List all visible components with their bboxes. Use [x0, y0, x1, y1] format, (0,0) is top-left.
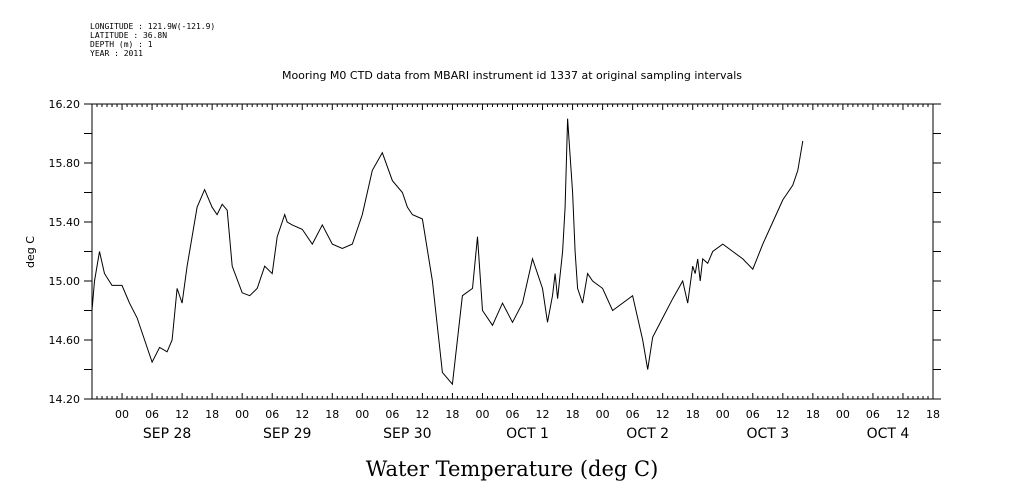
x-hour-label: 00 [235, 408, 249, 421]
x-day-label: SEP 28 [143, 426, 191, 442]
x-hour-label: 12 [175, 408, 189, 421]
x-day-label: SEP 30 [383, 426, 431, 442]
x-hour-label: 12 [896, 408, 910, 421]
y-tick-label: 14.20 [49, 393, 81, 406]
x-hour-label: 00 [475, 408, 489, 421]
x-day-label: SEP 29 [263, 426, 311, 442]
x-hour-label: 00 [716, 408, 730, 421]
chart-title: Mooring M0 CTD data from MBARI instrumen… [282, 69, 742, 82]
x-tick-labels: 00 06 12 18 SEP 28 00 06 12 18 SEP 29 00 06 12 18 SEP … [115, 408, 940, 442]
x-axis-label: Water Temperature (deg C) [366, 457, 659, 481]
x-hour-label: 12 [776, 408, 790, 421]
x-hour-label: 18 [806, 408, 820, 421]
plot-frame [91, 103, 934, 400]
year-label: YEAR : 2011 [90, 49, 143, 58]
x-hour-label: 12 [536, 408, 550, 421]
x-hour-label: 06 [145, 408, 159, 421]
dataset-metadata: LONGITUDE : 121.9W(-121.9) LATITUDE : 36… [90, 22, 215, 58]
x-hour-label: 06 [506, 408, 520, 421]
x-hour-label: 00 [115, 408, 129, 421]
latitude-label: LATITUDE : 36.8N [90, 31, 168, 40]
x-hour-label: 06 [866, 408, 880, 421]
tick-marks [84, 103, 941, 400]
x-hour-label: 00 [355, 408, 369, 421]
x-hour-label: 18 [445, 408, 459, 421]
x-day-label: OCT 4 [867, 426, 910, 442]
x-day-label: OCT 1 [506, 426, 549, 442]
x-hour-label: 18 [926, 408, 940, 421]
x-hour-label: 18 [205, 408, 219, 421]
x-hour-label: 06 [265, 408, 279, 421]
water-temperature-line [91, 118, 804, 386]
x-hour-label: 12 [295, 408, 309, 421]
x-day-label: OCT 2 [626, 426, 669, 442]
x-day-label: OCT 3 [746, 426, 789, 442]
x-hour-label: 06 [746, 408, 760, 421]
x-hour-label: 06 [385, 408, 399, 421]
depth-label: DEPTH (m) : 1 [90, 40, 153, 49]
x-hour-label: 00 [836, 408, 850, 421]
x-hour-label: 18 [325, 408, 339, 421]
y-tick-labels: 14.20 14.60 15.00 15.40 15.80 16.20 [49, 98, 81, 406]
longitude-label: LONGITUDE : 121.9W(-121.9) [90, 22, 216, 31]
x-hour-label: 00 [596, 408, 610, 421]
x-hour-label: 06 [626, 408, 640, 421]
y-tick-label: 15.80 [49, 157, 81, 170]
y-tick-label: 14.60 [49, 334, 81, 347]
x-hour-label: 12 [656, 408, 670, 421]
y-axis-label: deg C [24, 236, 37, 268]
x-hour-label: 18 [686, 408, 700, 421]
y-tick-label: 15.00 [49, 275, 81, 288]
x-hour-label: 12 [415, 408, 429, 421]
y-tick-label: 15.40 [49, 216, 81, 229]
y-tick-label: 16.20 [49, 98, 81, 111]
x-hour-label: 18 [566, 408, 580, 421]
